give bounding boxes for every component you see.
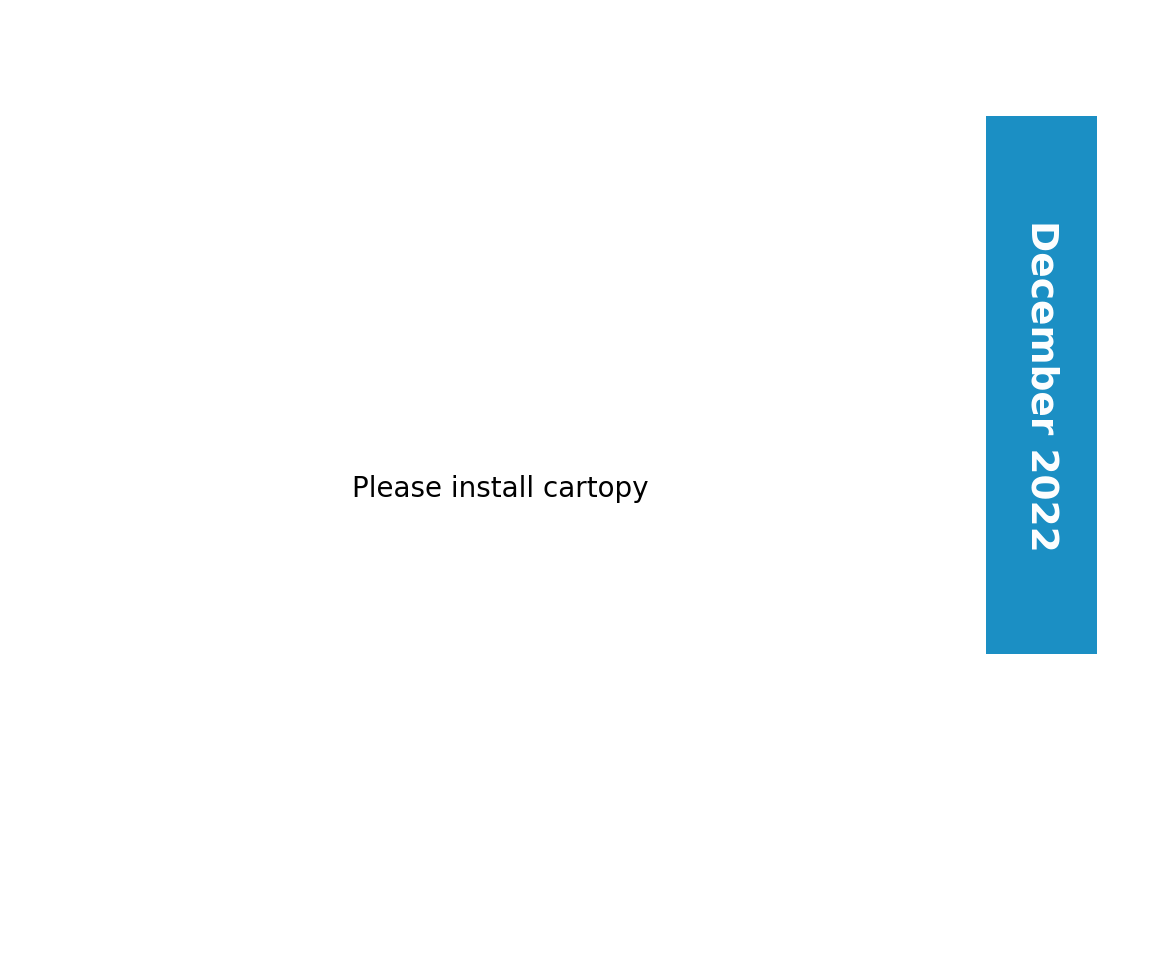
FancyBboxPatch shape [982,85,1101,687]
Text: Please install cartopy: Please install cartopy [352,475,648,502]
Text: December 2022: December 2022 [1024,220,1059,552]
